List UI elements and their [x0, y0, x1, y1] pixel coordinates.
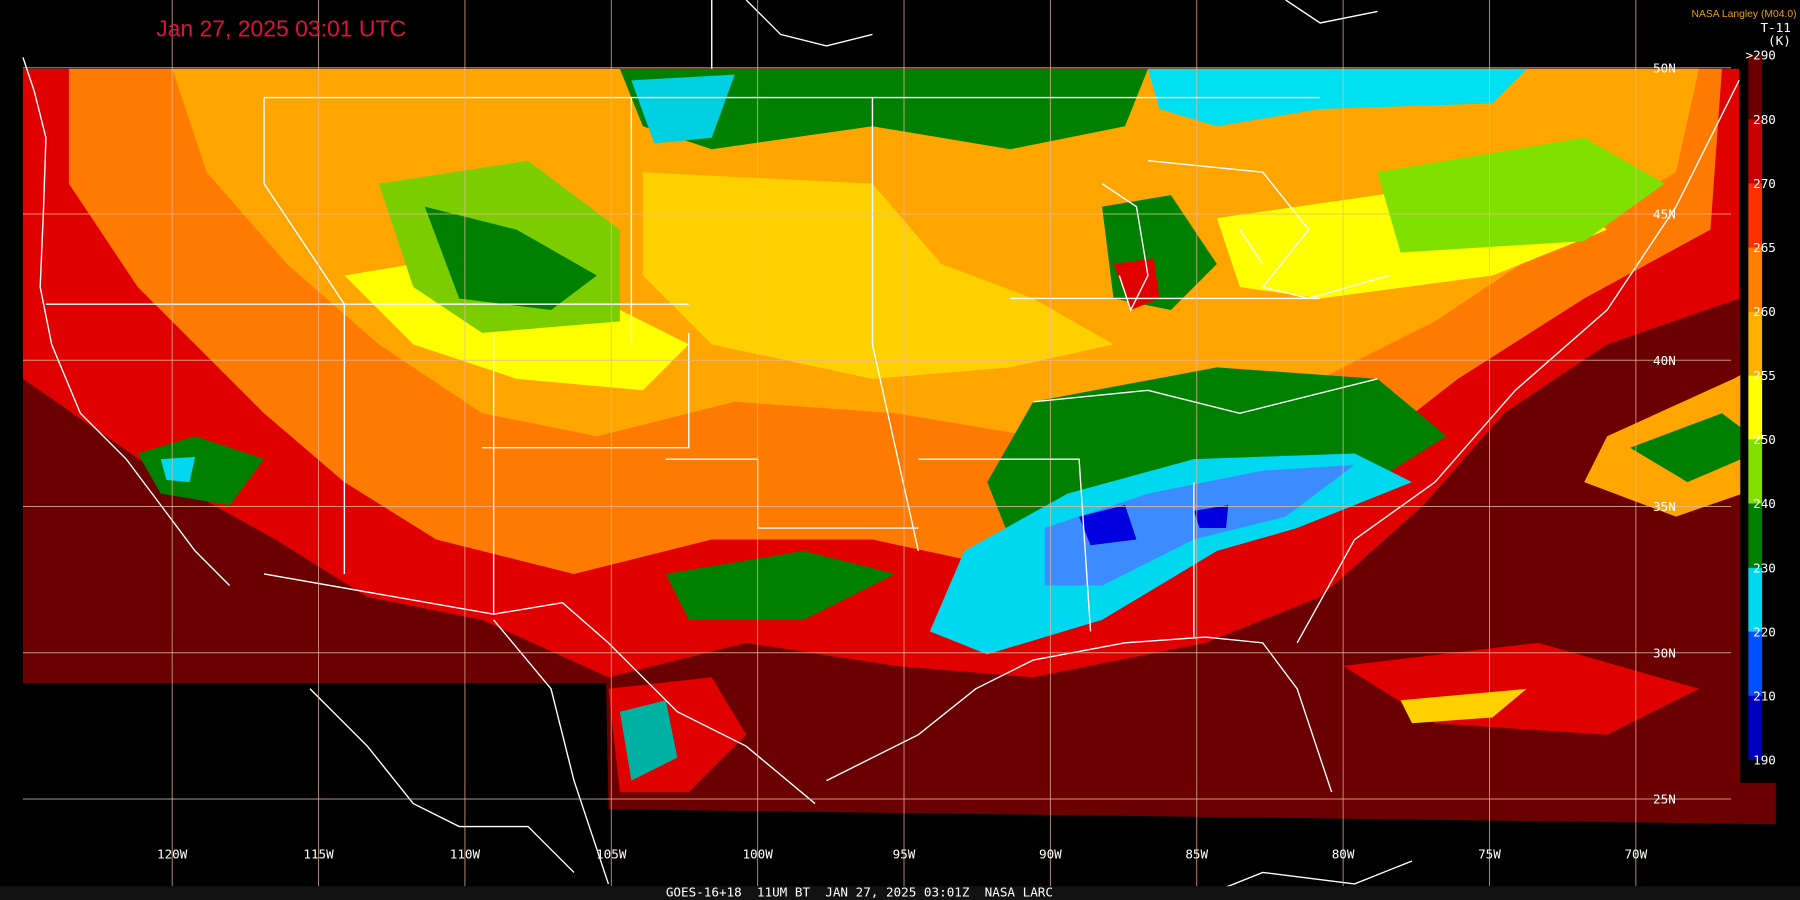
colorbar-tick-label: 280	[1753, 112, 1776, 127]
colorbar-segment	[1748, 183, 1763, 248]
colorbar-tick-label: 220	[1753, 624, 1776, 639]
longitude-label: 115W	[303, 847, 334, 862]
colorbar-tick-label: 240	[1753, 496, 1776, 511]
longitude-label: 100W	[742, 847, 773, 862]
grid-labels: 120W 115W 110W 105W 100W 95W 90W 85W 80W 75W 70W 50…	[157, 60, 1676, 861]
colorbar-title: T-11	[1760, 20, 1790, 35]
latitude-label: 40N	[1653, 353, 1676, 368]
colorbar-tick-label: 230	[1753, 560, 1776, 575]
longitude-label: 85W	[1185, 847, 1208, 862]
colorbar-tick-label: 265	[1753, 240, 1776, 255]
colorbar-tick-label: 190	[1753, 753, 1776, 768]
colorbar-segment	[1748, 119, 1763, 184]
colorbar-tick-label: >290	[1746, 48, 1776, 63]
latitude-label: 50N	[1653, 60, 1676, 75]
colorbar-segment	[1748, 631, 1763, 696]
longitude-label: 95W	[893, 847, 916, 862]
colorbar-tick-label: 270	[1753, 176, 1776, 191]
latitude-label: 30N	[1653, 645, 1676, 660]
colorbar-segment	[1748, 439, 1763, 504]
longitude-label: 110W	[450, 847, 481, 862]
credit: NASA Langley (M04.0)	[1691, 9, 1796, 20]
colorbar-segment	[1748, 247, 1763, 312]
footer: GOES-16+18 11UM BT JAN 27, 2025 03:01Z N…	[666, 885, 1053, 900]
colorbar-tick-label: 260	[1753, 304, 1776, 319]
colorbar-segment	[1748, 503, 1763, 568]
timestamp-title: Jan 27, 2025 03:01 UTC	[156, 16, 406, 42]
colorbar-segment	[1748, 375, 1763, 440]
longitude-label: 105W	[596, 847, 627, 862]
footer-band	[0, 886, 1800, 900]
longitude-label: 80W	[1332, 847, 1355, 862]
longitude-label: 120W	[157, 847, 188, 862]
latitude-label: 35N	[1653, 499, 1676, 514]
colorbar-segment	[1748, 567, 1763, 632]
longitude-label: 75W	[1478, 847, 1501, 862]
colorbar-segment	[1748, 55, 1763, 120]
colorbar-unit: (K)	[1768, 33, 1791, 48]
colorbar-tick-label: 250	[1753, 432, 1776, 447]
longitude-label: 90W	[1039, 847, 1062, 862]
colorbar-segment	[1748, 695, 1763, 760]
colorbar-tick-label: 210	[1753, 688, 1776, 703]
colorbar-segment	[1748, 311, 1763, 376]
latitude-label: 45N	[1653, 207, 1676, 222]
colorbar: >290 280 270 265 260 255 250 240 230 220 210 190	[1746, 48, 1776, 768]
ir-imagery	[22, 68, 1776, 825]
longitude-label: 70W	[1624, 847, 1647, 862]
colorbar-tick-label: 255	[1753, 368, 1776, 383]
lat-lon-grid	[22, 0, 1732, 887]
latitude-label: 25N	[1653, 792, 1676, 807]
